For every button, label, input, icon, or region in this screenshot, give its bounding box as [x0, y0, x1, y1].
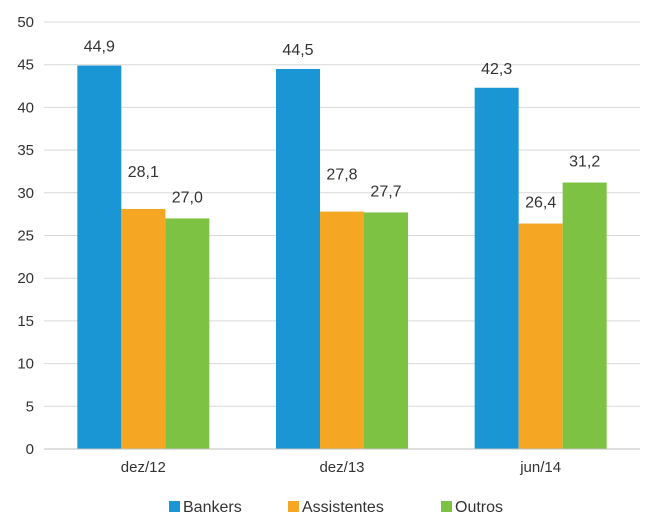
y-tick-label: 15	[17, 313, 34, 330]
data-label: 28,1	[128, 164, 159, 181]
bar-outros-dez-13	[364, 212, 408, 449]
legend: Bankers Assistentes Outros	[169, 499, 503, 516]
bar-outros-jun-14	[562, 182, 607, 449]
legend-label-outros: Outros	[455, 499, 503, 516]
bars	[77, 65, 607, 450]
data-label: 27,0	[172, 189, 203, 206]
y-tick-label: 35	[17, 142, 34, 159]
data-label: 27,8	[326, 167, 357, 184]
x-tick-label: jun/14	[519, 459, 561, 476]
y-tick-label: 45	[17, 57, 34, 74]
data-label: 31,2	[569, 154, 600, 171]
bar-outros-dez-12	[165, 218, 210, 449]
y-tick-label: 5	[26, 398, 34, 415]
bar-assistentes-dez-13	[320, 211, 364, 449]
y-tick-label: 50	[17, 14, 34, 31]
y-axis-ticks: 0 5 10 15 20 25 30 35 40 45 50	[17, 14, 34, 458]
bar-bankers-dez-12	[77, 65, 122, 449]
y-tick-label: 10	[17, 356, 34, 373]
x-axis-ticks: dez/12 dez/13 jun/14	[121, 459, 561, 476]
y-tick-label: 20	[17, 270, 34, 287]
legend-label-assistentes: Assistentes	[302, 499, 384, 516]
y-tick-label: 25	[17, 228, 34, 245]
y-tick-label: 40	[17, 99, 34, 116]
legend-swatch-bankers	[169, 501, 180, 512]
legend-swatch-assistentes	[288, 501, 299, 512]
bar-bankers-jun-14	[474, 87, 519, 450]
legend-label-bankers: Bankers	[183, 499, 242, 516]
data-label: 44,5	[282, 42, 313, 59]
bar-bankers-dez-13	[276, 68, 320, 449]
legend-swatch-outros	[441, 501, 452, 512]
x-tick-label: dez/13	[319, 459, 364, 476]
data-labels: 44,9 28,1 27,0 44,5 27,8 27,7 42,3 26,4 31,2	[84, 39, 601, 212]
x-tick-label: dez/12	[121, 459, 166, 476]
data-label: 42,3	[481, 61, 512, 78]
data-label: 44,9	[84, 39, 115, 56]
data-label: 26,4	[525, 195, 556, 212]
data-label: 27,7	[370, 183, 401, 200]
bar-assistentes-jun-14	[518, 223, 563, 449]
y-tick-label: 0	[26, 441, 34, 458]
y-tick-label: 30	[17, 185, 34, 202]
bar-assistentes-dez-12	[121, 209, 166, 449]
